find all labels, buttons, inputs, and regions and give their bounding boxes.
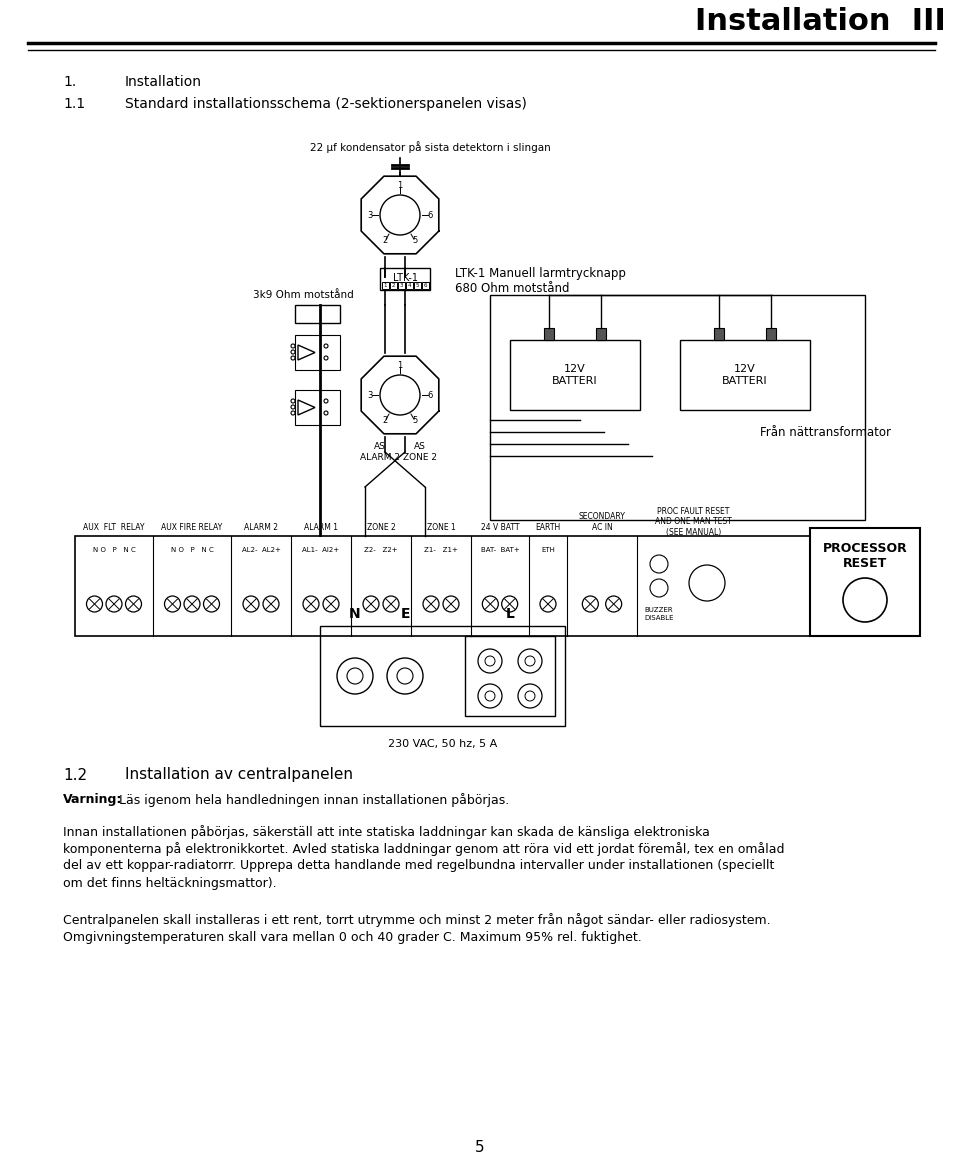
Text: 2: 2 <box>392 283 396 288</box>
Text: Z1-   Z1+: Z1- Z1+ <box>424 547 458 553</box>
Text: Centralpanelen skall installeras i ett rent, torrt utrymme och minst 2 meter frå: Centralpanelen skall installeras i ett r… <box>63 913 771 927</box>
Text: SECONDARY
AC IN: SECONDARY AC IN <box>579 512 625 532</box>
Bar <box>390 282 397 289</box>
Text: 5: 5 <box>416 283 420 288</box>
Text: Läs igenom hela handledningen innan installationen påbörjas.: Läs igenom hela handledningen innan inst… <box>115 792 509 807</box>
Text: EARTH: EARTH <box>536 524 561 533</box>
Text: PROCESSOR
RESET: PROCESSOR RESET <box>823 542 907 571</box>
Bar <box>380 268 430 290</box>
Bar <box>510 340 640 410</box>
Text: ALARM 1: ALARM 1 <box>304 524 338 533</box>
Text: PROC FAULT RESET
AND ONE MAN TEST
(SEE MANUAL): PROC FAULT RESET AND ONE MAN TEST (SEE M… <box>655 507 732 537</box>
Text: AS
ALARM 2: AS ALARM 2 <box>360 443 400 461</box>
Text: AL1-  AI2+: AL1- AI2+ <box>302 547 340 553</box>
Text: E: E <box>400 607 410 621</box>
Text: 1.2: 1.2 <box>63 768 87 783</box>
Text: AL2-  AL2+: AL2- AL2+ <box>242 547 280 553</box>
Text: ZONE 2: ZONE 2 <box>367 524 396 533</box>
Text: ZONE 1: ZONE 1 <box>426 524 455 533</box>
Text: 2: 2 <box>382 417 388 425</box>
Bar <box>544 328 554 340</box>
Text: 3: 3 <box>368 391 372 399</box>
Text: om det finns heltäckningsmattor).: om det finns heltäckningsmattor). <box>63 877 276 890</box>
Text: AS
ZONE 2: AS ZONE 2 <box>403 443 437 461</box>
Text: komponenterna på elektronikkortet. Avled statiska laddningar genom att röra vid : komponenterna på elektronikkortet. Avled… <box>63 842 784 856</box>
Text: del av ett koppar-radiatorrr. Upprepa detta handlande med regelbundna intervalle: del av ett koppar-radiatorrr. Upprepa de… <box>63 859 775 872</box>
Text: AUX FIRE RELAY: AUX FIRE RELAY <box>161 524 223 533</box>
Text: Omgivningstemperaturen skall vara mellan 0 och 40 grader C. Maximum 95% rel. fuk: Omgivningstemperaturen skall vara mellan… <box>63 931 641 944</box>
Text: N O   P   N C: N O P N C <box>171 547 213 553</box>
Text: L: L <box>506 607 515 621</box>
Bar <box>596 328 606 340</box>
Text: Z2-   Z2+: Z2- Z2+ <box>364 547 397 553</box>
Text: LTK-1 Manuell larmtrycknapp: LTK-1 Manuell larmtrycknapp <box>455 268 626 281</box>
Bar <box>398 282 405 289</box>
Text: 1.1: 1.1 <box>63 97 85 112</box>
Text: 24 V BATT: 24 V BATT <box>481 524 519 533</box>
Text: Installation: Installation <box>125 75 202 89</box>
Text: 230 VAC, 50 hz, 5 A: 230 VAC, 50 hz, 5 A <box>388 738 497 749</box>
Bar <box>75 537 810 636</box>
Text: 3: 3 <box>368 210 372 220</box>
Text: AUX  FLT  RELAY: AUX FLT RELAY <box>84 524 145 533</box>
Bar <box>406 282 413 289</box>
Text: 2: 2 <box>382 236 388 245</box>
Text: 1: 1 <box>397 360 402 370</box>
Text: 12V
BATTERI: 12V BATTERI <box>722 364 768 386</box>
Bar <box>680 340 810 410</box>
Bar <box>295 305 340 323</box>
Text: BUZZER
DISABLE: BUZZER DISABLE <box>644 607 674 621</box>
Text: Innan installationen påbörjas, säkerställ att inte statiska laddningar kan skada: Innan installationen påbörjas, säkerstäl… <box>63 825 709 839</box>
Text: Varning:: Varning: <box>63 794 122 807</box>
Bar <box>714 328 724 340</box>
Text: 1: 1 <box>397 181 402 189</box>
Text: 12V
BATTERI: 12V BATTERI <box>552 364 598 386</box>
Text: 3: 3 <box>399 283 403 288</box>
Text: ETH: ETH <box>541 547 555 553</box>
Text: 6: 6 <box>423 283 427 288</box>
Bar <box>490 295 865 520</box>
Text: Standard installationsschema (2-sektionerspanelen visas): Standard installationsschema (2-sektione… <box>125 97 527 112</box>
Bar <box>465 636 555 716</box>
Text: 1: 1 <box>384 283 387 288</box>
Text: BAT-  BAT+: BAT- BAT+ <box>481 547 519 553</box>
Text: LTK-1: LTK-1 <box>393 274 418 283</box>
Text: Installation av centralpanelen: Installation av centralpanelen <box>125 768 353 783</box>
Text: Installation  III: Installation III <box>695 7 946 36</box>
Text: 1.: 1. <box>63 75 76 89</box>
Text: 680 Ohm motstånd: 680 Ohm motstånd <box>455 282 569 295</box>
Text: Från nättransformator: Från nättransformator <box>760 425 891 439</box>
Text: ALARM 2: ALARM 2 <box>244 524 278 533</box>
Text: 6: 6 <box>427 391 433 399</box>
Text: 5: 5 <box>413 417 418 425</box>
Text: 5: 5 <box>413 236 418 245</box>
Text: 3k9 Ohm motstånd: 3k9 Ohm motstånd <box>253 290 353 301</box>
Bar <box>810 528 920 636</box>
Bar <box>766 328 776 340</box>
Bar <box>320 626 565 726</box>
Bar <box>414 282 421 289</box>
Bar <box>382 282 389 289</box>
Text: N: N <box>349 607 361 621</box>
Text: 5: 5 <box>475 1140 485 1155</box>
Bar <box>295 390 340 425</box>
Text: 22 μf kondensator på sista detektorn i slingan: 22 μf kondensator på sista detektorn i s… <box>310 141 550 153</box>
Text: 6: 6 <box>427 210 433 220</box>
Bar <box>422 282 429 289</box>
Text: 4: 4 <box>408 283 411 288</box>
Text: N O   P   N C: N O P N C <box>92 547 135 553</box>
Bar <box>295 335 340 370</box>
